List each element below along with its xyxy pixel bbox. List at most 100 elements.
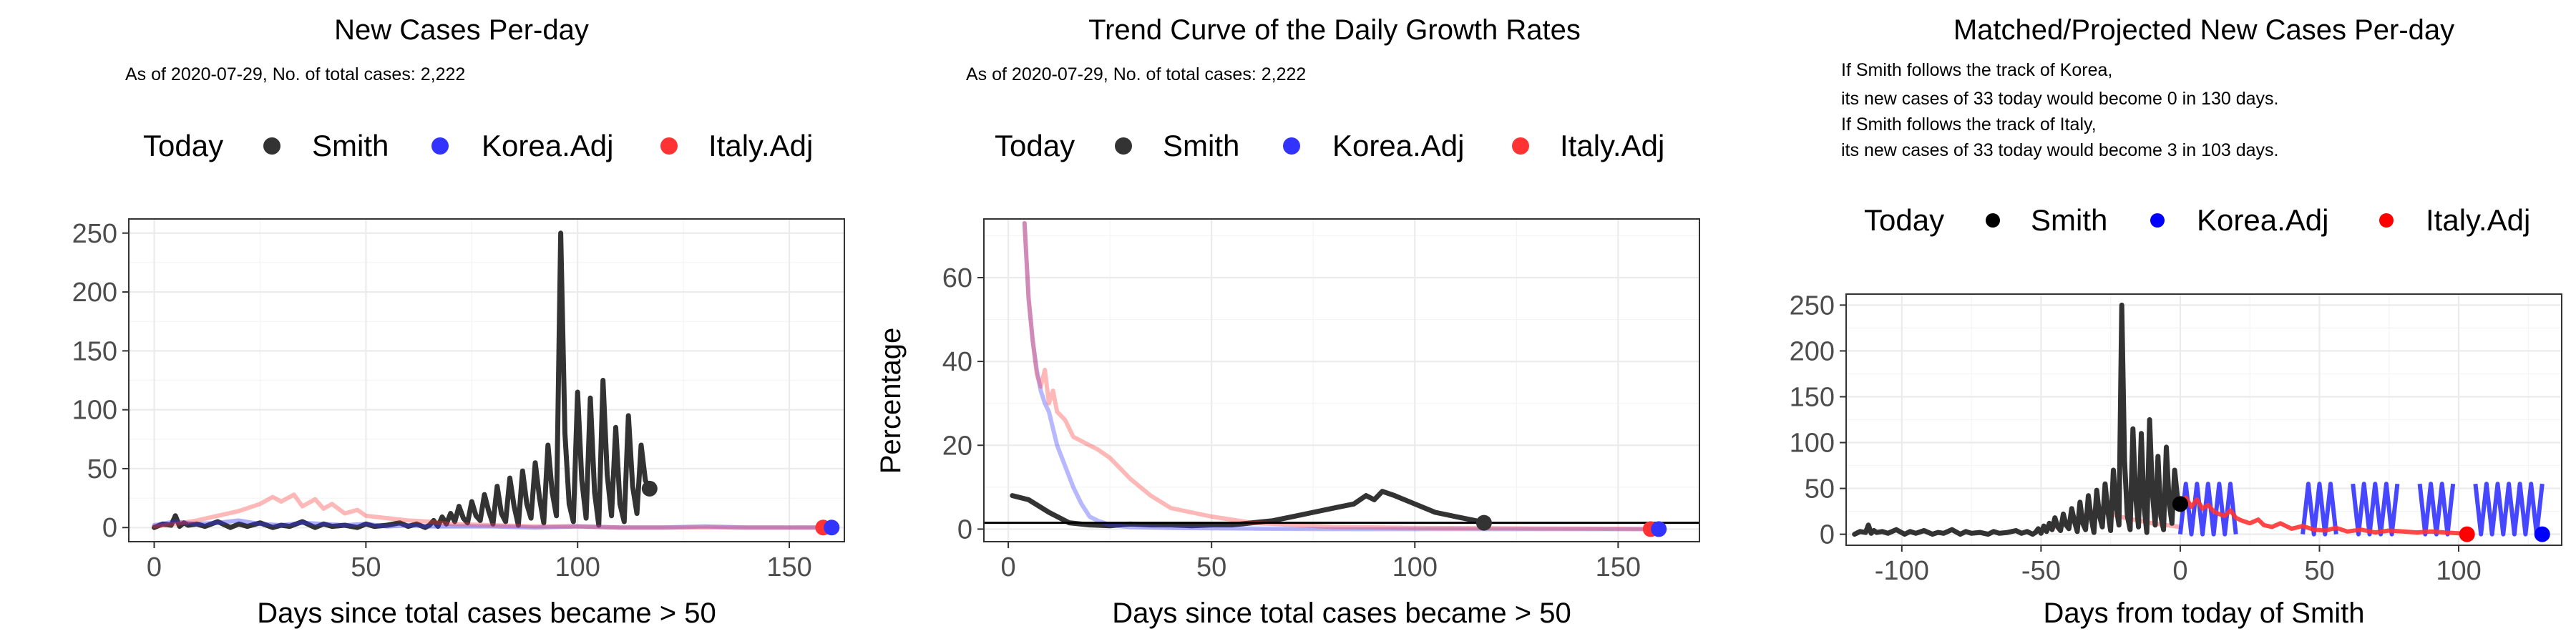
- legend-smith-marker: [1986, 213, 2000, 228]
- plot-background: [984, 219, 1699, 542]
- legend: Today Smith Korea.Adj Italy.Adj: [1864, 203, 2530, 237]
- x-tick-label: 0: [2172, 556, 2187, 586]
- legend-smith-label: Smith: [2031, 203, 2107, 237]
- x-tick-label: 50: [1196, 552, 1226, 582]
- series-line-smith: [1852, 302, 2183, 537]
- legend-korea-marker: [2150, 213, 2165, 228]
- x-tick-label: -50: [2021, 556, 2061, 586]
- y-tick-label: 150: [1790, 382, 1835, 412]
- series-layer: [1852, 302, 2545, 537]
- chart-subtitle-line-1: If Smith follows the track of Korea,: [1841, 60, 2112, 80]
- chart-title: New Cases Per-day: [334, 14, 589, 46]
- series-line-korea-adj: [152, 518, 834, 530]
- x-tick-label: 150: [1596, 552, 1641, 582]
- x-tick-label: 100: [2436, 556, 2481, 586]
- y-tick-label: 0: [957, 514, 972, 545]
- projected-cases-chart: Matched/Projected New Cases Per-day If S…: [1790, 14, 2562, 629]
- endpoint-smith: [1475, 514, 1492, 531]
- endpoint-korea-adj: [2534, 526, 2550, 542]
- endpoint-italy-adj: [2459, 526, 2475, 542]
- y-tick-label: 0: [102, 513, 117, 543]
- endpoint-markers: [1475, 514, 1667, 537]
- x-axis-title: Days from today of Smith: [2043, 597, 2364, 629]
- legend-title: Today: [995, 129, 1075, 162]
- x-tick-label: 0: [147, 552, 162, 582]
- x-tick-label: -100: [1875, 556, 1929, 586]
- series-line-korea-adj: [2177, 482, 2238, 537]
- x-axis-title: Days since total cases became > 50: [257, 597, 716, 629]
- chart-title: Matched/Projected New Cases Per-day: [1953, 14, 2454, 46]
- y-axis-ticks: 0 50 100 150 200 250: [72, 219, 129, 543]
- series-layer: [1010, 220, 1662, 532]
- y-tick-label: 100: [72, 396, 117, 426]
- legend-italy-label: Italy.Adj: [708, 129, 813, 162]
- new-cases-chart: New Cases Per-day As of 2020-07-29, No. …: [72, 14, 845, 629]
- panel-border: [983, 218, 1700, 542]
- chart-subtitle-line-3: If Smith follows the track of Italy,: [1841, 114, 2097, 135]
- y-tick-label: 0: [1820, 520, 1835, 550]
- endpoint-smith: [2172, 496, 2188, 512]
- y-tick-label: 50: [1805, 474, 1835, 504]
- y-tick-label: 200: [72, 278, 117, 308]
- y-tick-label: 250: [72, 219, 117, 249]
- series-line-smith: [152, 230, 653, 530]
- legend-korea-label: Korea.Adj: [1332, 129, 1464, 162]
- y-tick-label: 150: [72, 336, 117, 366]
- legend-title: Today: [143, 129, 223, 162]
- legend-smith-label: Smith: [1163, 129, 1239, 162]
- legend-italy-marker: [2379, 213, 2394, 228]
- grid: [984, 219, 1699, 542]
- y-axis-ticks: 0 20 40 60: [942, 263, 984, 545]
- legend: Today Smith Korea.Adj Italy.Adj: [995, 129, 1664, 162]
- chart-subtitle-line-2: its new cases of 33 today would become 0…: [1841, 89, 2278, 109]
- legend-italy-label: Italy.Adj: [2426, 203, 2530, 237]
- chart-subtitle: As of 2020-07-29, No. of total cases: 2,…: [125, 64, 465, 84]
- legend-italy-marker: [1512, 137, 1529, 155]
- series-line-korea-adj: [2301, 482, 2338, 537]
- endpoint-markers: [2172, 496, 2550, 542]
- grid: [129, 219, 844, 542]
- series-line-korea-adj: [2351, 482, 2400, 537]
- x-tick-label: 150: [766, 552, 811, 582]
- legend-korea-label: Korea.Adj: [2197, 203, 2328, 237]
- legend-smith-label: Smith: [312, 129, 389, 162]
- series-line-italy-adj: [152, 492, 826, 530]
- x-tick-label: 100: [1392, 552, 1438, 582]
- y-tick-label: 100: [1790, 429, 1835, 459]
- legend: Today Smith Korea.Adj Italy.Adj: [143, 129, 813, 162]
- chart-title: Trend Curve of the Daily Growth Rates: [1088, 14, 1581, 46]
- y-tick-label: 60: [942, 263, 972, 293]
- endpoint-korea-adj: [1651, 521, 1667, 537]
- y-axis-title: Percentage: [875, 328, 907, 474]
- legend-italy-label: Italy.Adj: [1560, 129, 1664, 162]
- y-tick-label: 40: [942, 347, 972, 377]
- series-line-korea-adj: [1022, 220, 1662, 532]
- legend-smith-marker: [263, 137, 280, 155]
- series-line-italy-adj: [1022, 220, 1653, 532]
- y-tick-label: 20: [942, 431, 972, 461]
- y-tick-label: 250: [1790, 291, 1835, 321]
- legend-smith-marker: [1115, 137, 1132, 155]
- x-axis-title: Days since total cases became > 50: [1112, 597, 1571, 629]
- y-tick-label: 50: [87, 454, 117, 484]
- chart-subtitle-line-4: its new cases of 33 today would become 3…: [1841, 140, 2278, 160]
- series-layer: [152, 230, 834, 530]
- series-line-smith: [1010, 489, 1487, 529]
- chart-subtitle: As of 2020-07-29, No. of total cases: 2,…: [966, 64, 1306, 84]
- growth-rate-chart: Trend Curve of the Daily Growth Rates As…: [875, 14, 1700, 629]
- legend-title: Today: [1864, 203, 1944, 237]
- legend-korea-marker: [431, 137, 449, 155]
- legend-korea-marker: [1283, 137, 1300, 155]
- endpoint-korea-adj: [824, 519, 840, 536]
- x-tick-label: 0: [1001, 552, 1016, 582]
- series-line-italy-adj: [2177, 495, 2469, 537]
- series-line-korea-adj: [2473, 482, 2545, 537]
- y-tick-label: 200: [1790, 336, 1835, 366]
- x-tick-label: 50: [2304, 556, 2334, 586]
- x-axis-ticks: 0 50 100 150: [1001, 542, 1641, 582]
- y-axis-ticks: 0 50 100 150 200 250: [1790, 291, 1846, 550]
- panel-border: [1845, 293, 2562, 546]
- x-axis-ticks: -100 -50 0 50 100: [1875, 545, 2482, 586]
- x-tick-label: 100: [555, 552, 600, 582]
